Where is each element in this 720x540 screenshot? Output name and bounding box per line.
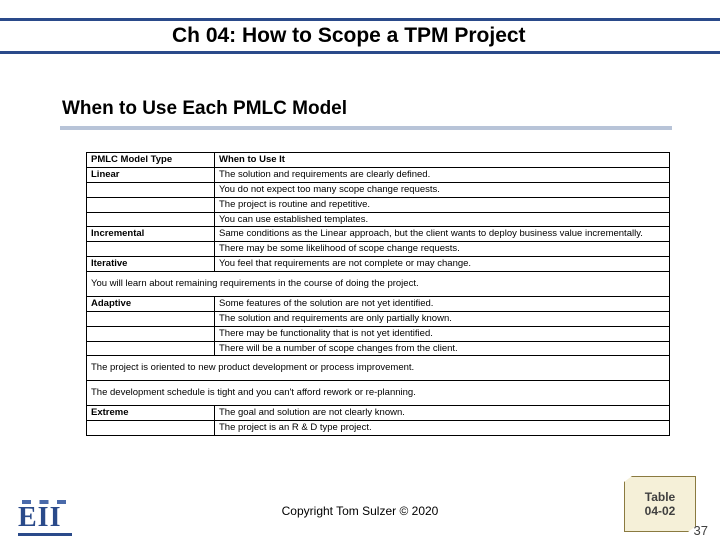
table-row: AdaptiveSome features of the solution ar… [87, 296, 670, 311]
table-row: LinearThe solution and requirements are … [87, 167, 670, 182]
table-row: The development schedule is tight and yo… [87, 381, 670, 406]
table-row: There may be functionality that is not y… [87, 326, 670, 341]
logo-underline [18, 533, 72, 536]
page-number: 37 [694, 523, 708, 538]
subtitle-underline [60, 126, 672, 130]
copyright: Copyright Tom Sulzer © 2020 [0, 504, 720, 518]
title-bar: Ch 04: How to Scope a TPM Project [0, 18, 720, 54]
page-title: Ch 04: How to Scope a TPM Project [172, 24, 526, 48]
header-cell-type: PMLC Model Type [87, 153, 215, 168]
table-row: The project is an R & D type project. [87, 421, 670, 436]
table-row: The project is oriented to new product d… [87, 356, 670, 381]
header-cell-when: When to Use It [215, 153, 670, 168]
table-reference-note: Table 04-02 [624, 476, 696, 532]
logo-text: EII [18, 502, 61, 534]
pmlc-table: PMLC Model Type When to Use It LinearThe… [86, 152, 670, 436]
subtitle: When to Use Each PMLC Model [62, 98, 347, 120]
table-row: You can use established templates. [87, 212, 670, 227]
note-text: Table 04-02 [624, 476, 696, 532]
table-row: ExtremeThe goal and solution are not cle… [87, 406, 670, 421]
table-row: You will learn about remaining requireme… [87, 272, 670, 297]
table-row: IterativeYou feel that requirements are … [87, 257, 670, 272]
table-row: The project is routine and repetitive. [87, 197, 670, 212]
table-row: The solution and requirements are only p… [87, 311, 670, 326]
table-row: IncrementalSame conditions as the Linear… [87, 227, 670, 242]
table-row: You do not expect too many scope change … [87, 182, 670, 197]
table-row: There may be some likelihood of scope ch… [87, 242, 670, 257]
table-header-row: PMLC Model Type When to Use It [87, 153, 670, 168]
table-row: There will be a number of scope changes … [87, 341, 670, 356]
